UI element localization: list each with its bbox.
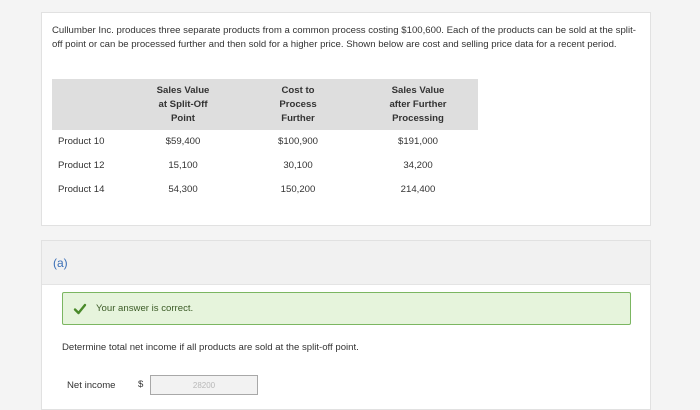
product-name: Product 14 bbox=[58, 184, 105, 195]
question-text: Determine total net income if all produc… bbox=[62, 342, 359, 353]
answer-card: (a) Your answer is correct. Determine to… bbox=[41, 240, 651, 410]
currency-symbol: $ bbox=[138, 379, 144, 390]
feedback-banner: Your answer is correct. bbox=[62, 292, 631, 325]
feedback-text: Your answer is correct. bbox=[96, 303, 194, 314]
table-header-split-off-text: Sales Value at Split-Off Point bbox=[156, 84, 210, 124]
cost-price-table: Sales Value at Split-Off Point Cost to P… bbox=[52, 79, 478, 202]
problem-intro: Cullumber Inc. produces three separate p… bbox=[52, 25, 636, 50]
problem-card: Cullumber Inc. produces three separate p… bbox=[41, 12, 651, 226]
after-value: 214,400 bbox=[400, 184, 436, 195]
product-name: Product 12 bbox=[58, 160, 105, 171]
table-header-row: Sales Value at Split-Off Point Cost to P… bbox=[52, 79, 478, 130]
table-header-after: Sales Value after Further Processing bbox=[358, 79, 478, 130]
table-row: Product 10 $59,400 $100,900 $191,000 bbox=[52, 130, 478, 154]
split-off-value: 54,300 bbox=[168, 184, 198, 195]
net-income-label: Net income bbox=[67, 380, 116, 391]
table-header-after-text: Sales Value after Further Processing bbox=[389, 84, 447, 124]
table-header-split-off: Sales Value at Split-Off Point bbox=[128, 79, 238, 130]
checkmark-icon bbox=[73, 302, 87, 316]
table-row: Product 12 15,100 30,100 34,200 bbox=[52, 154, 478, 178]
part-header: (a) bbox=[42, 241, 650, 285]
cost-value: 150,200 bbox=[280, 184, 316, 195]
table-header-cost: Cost to Process Further bbox=[238, 79, 358, 130]
split-off-value: 15,100 bbox=[168, 160, 198, 171]
after-value: $191,000 bbox=[397, 136, 438, 147]
table-row: Product 14 54,300 150,200 214,400 bbox=[52, 178, 478, 202]
part-label: (a) bbox=[53, 256, 68, 270]
table-header-blank bbox=[52, 79, 128, 130]
cost-value: 30,100 bbox=[283, 160, 313, 171]
cost-value: $100,900 bbox=[277, 136, 318, 147]
split-off-value: $59,400 bbox=[165, 136, 201, 147]
after-value: 34,200 bbox=[403, 160, 433, 171]
net-income-input[interactable] bbox=[150, 375, 258, 395]
product-name: Product 10 bbox=[58, 136, 105, 147]
table-header-cost-text: Cost to Process Further bbox=[279, 84, 317, 124]
